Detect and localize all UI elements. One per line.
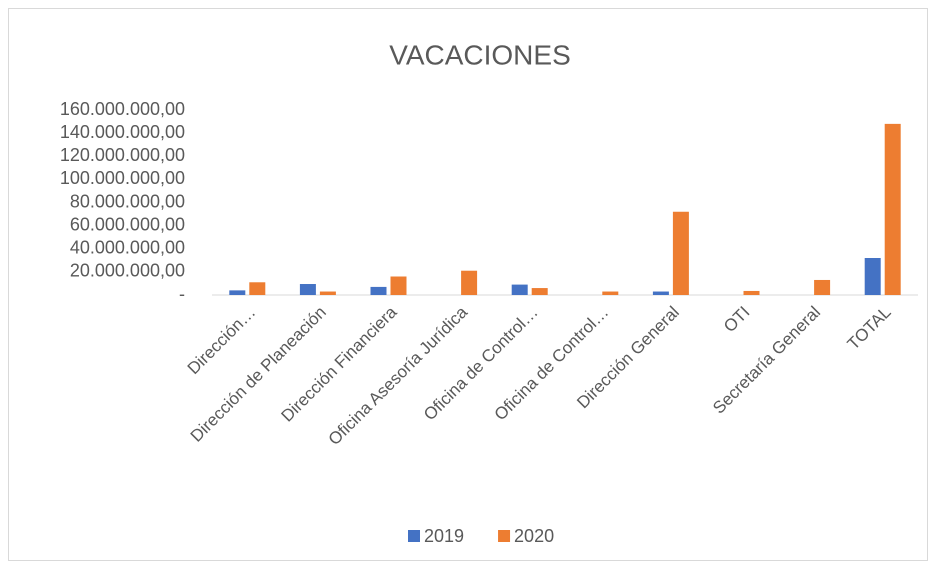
bar [864,258,881,295]
bar [229,290,246,295]
y-tick-label: 20.000.000,00 [70,261,185,281]
y-tick-label: 160.000.000,00 [60,99,185,119]
bar [602,291,619,295]
bar [743,290,760,295]
bar [672,211,689,295]
bar [370,286,387,295]
y-tick-label: 60.000.000,00 [70,214,185,234]
bar [511,284,528,295]
bar [390,276,407,295]
chart-title: VACACIONES [389,39,571,70]
bar [461,270,478,295]
legend-swatch [498,530,511,542]
legend-swatch [408,530,420,542]
bar [652,291,669,295]
bar [884,123,901,295]
bar [319,291,336,295]
bar [531,288,548,295]
bar [299,284,316,295]
y-tick-label: 100.000.000,00 [60,168,185,188]
y-tick-label: - [179,284,185,304]
y-tick-label: 140.000.000,00 [60,122,185,142]
bar [249,282,266,295]
legend-label: 2020 [514,526,554,546]
legend-label: 2019 [424,526,464,546]
y-tick-label: 120.000.000,00 [60,145,185,165]
bar [814,279,831,295]
y-tick-label: 40.000.000,00 [70,238,185,258]
y-tick-label: 80.000.000,00 [70,191,185,211]
